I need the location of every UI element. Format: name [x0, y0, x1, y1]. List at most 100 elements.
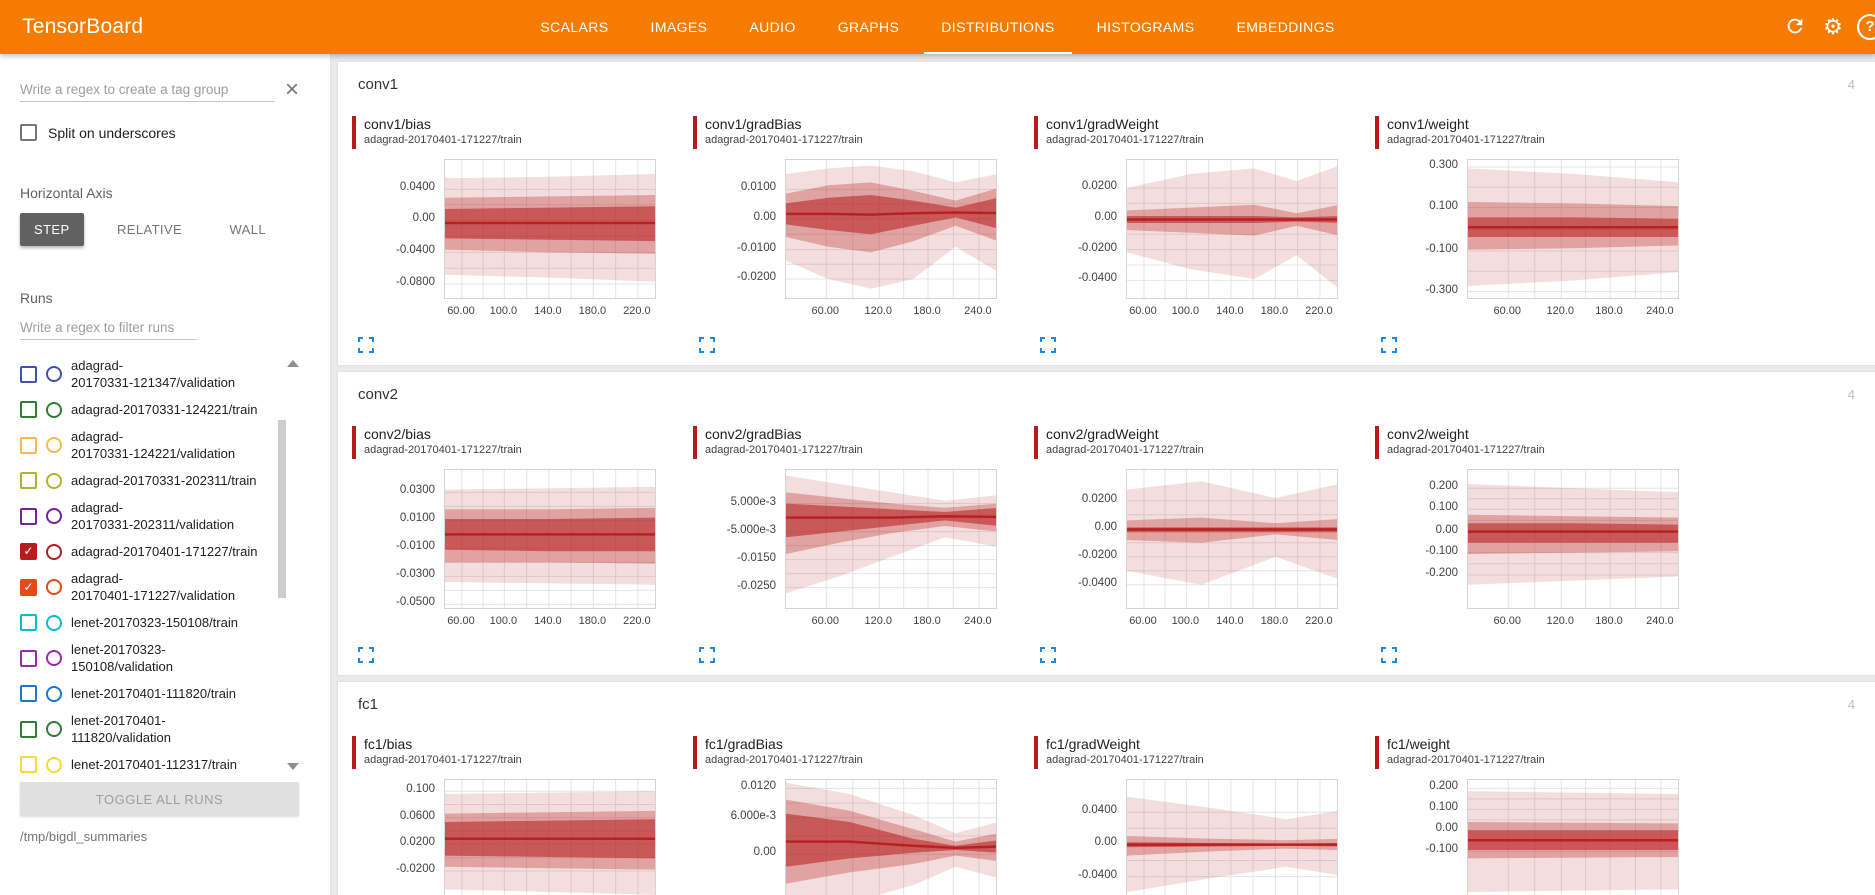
expand-icon[interactable] — [358, 337, 376, 355]
tab-images[interactable]: IMAGES — [650, 19, 708, 35]
run-checkbox[interactable] — [20, 649, 37, 667]
expand-icon[interactable] — [1040, 647, 1058, 665]
distribution-plot[interactable] — [1467, 469, 1679, 609]
distribution-plot[interactable] — [1126, 159, 1338, 299]
tab-audio[interactable]: AUDIO — [749, 19, 796, 35]
settings-icon[interactable]: ⚙ — [1823, 14, 1843, 39]
run-color-bar — [1375, 116, 1379, 149]
scroll-up-icon[interactable] — [287, 360, 299, 367]
run-checkbox[interactable] — [20, 436, 37, 454]
run-checkbox[interactable] — [20, 756, 37, 773]
runs-filter-input[interactable] — [20, 316, 197, 340]
distribution-plot[interactable] — [785, 779, 997, 895]
distribution-plot[interactable] — [785, 469, 997, 609]
chart-title: fc1/weight — [1387, 736, 1451, 752]
run-radio[interactable] — [46, 366, 62, 382]
expand-icon[interactable] — [358, 647, 376, 665]
run-radio[interactable] — [46, 543, 62, 560]
runs-list: adagrad- 20170331-121347/validation adagra… — [20, 352, 299, 776]
run-radio[interactable] — [46, 508, 62, 524]
run-radio[interactable] — [46, 437, 62, 453]
tab-embeddings[interactable]: EMBEDDINGS — [1236, 19, 1335, 35]
expand-icon[interactable] — [1040, 337, 1058, 355]
run-item[interactable]: adagrad-20170331-124221/train — [20, 396, 299, 423]
run-radio[interactable] — [46, 650, 62, 666]
run-item[interactable]: adagrad-20170331-202311/train — [20, 467, 299, 494]
run-checkbox[interactable]: ✓ — [20, 543, 37, 560]
distribution-plot[interactable] — [785, 159, 997, 299]
chart-title: conv1/gradWeight — [1046, 116, 1159, 132]
run-item[interactable]: lenet-20170401-112317/train — [20, 751, 299, 776]
chart-card: fc1/gradWeight adagrad-20170401-171227/tr… — [1034, 736, 1375, 895]
expand-icon[interactable] — [699, 337, 717, 355]
y-axis-tick: -0.0300 — [395, 568, 435, 581]
refresh-icon[interactable] — [1783, 15, 1807, 39]
run-item[interactable]: lenet-20170323-150108/validation — [20, 636, 299, 680]
run-radio[interactable] — [46, 614, 62, 631]
split-underscores-checkbox[interactable] — [20, 124, 37, 141]
toggle-all-runs-button[interactable]: TOGGLE ALL RUNS — [20, 782, 299, 816]
distribution-plot[interactable] — [444, 779, 656, 895]
x-axis-tick: 120.0 — [864, 305, 893, 317]
tab-distributions[interactable]: DISTRIBUTIONS — [920, 0, 1075, 54]
run-item[interactable]: lenet-20170401-111820/train — [20, 680, 299, 707]
plot-area: 0.04000.00-0.040060.00100.0140.0180.0220… — [1034, 779, 1375, 895]
y-axis-tick: -0.100 — [1425, 243, 1458, 255]
section-conv1: conv1 4 conv1/bias adagrad-20170401-171227/… — [337, 61, 1875, 366]
run-radio[interactable] — [46, 579, 62, 595]
y-axis-tick: -0.0100 — [395, 540, 435, 553]
run-item[interactable]: adagrad- 20170331-124221/validation — [20, 423, 299, 467]
section-header[interactable]: conv1 4 — [338, 62, 1875, 106]
chart-card: conv1/gradWeight adagrad-20170401-171227/… — [1034, 116, 1375, 355]
scroll-down-icon[interactable] — [287, 763, 299, 770]
run-checkbox[interactable]: ✓ — [20, 578, 37, 596]
run-radio[interactable] — [46, 721, 62, 737]
axis-button-step[interactable]: STEP — [20, 213, 84, 246]
y-axis-tick: 0.0200 — [1081, 492, 1117, 505]
distribution-plot[interactable] — [444, 159, 656, 299]
expand-icon[interactable] — [1381, 647, 1399, 665]
section-header[interactable]: conv2 4 — [338, 372, 1875, 416]
expand-icon[interactable] — [1381, 337, 1399, 355]
distribution-plot[interactable] — [1467, 159, 1679, 299]
tab-histograms[interactable]: HISTOGRAMS — [1096, 19, 1195, 35]
run-checkbox[interactable] — [20, 614, 37, 631]
tag-group-regex-input[interactable] — [20, 78, 275, 102]
run-radio[interactable] — [46, 401, 62, 418]
axis-button-wall[interactable]: WALL — [215, 213, 280, 246]
distribution-plot[interactable] — [1126, 469, 1338, 609]
run-checkbox[interactable] — [20, 472, 37, 489]
run-checkbox[interactable] — [20, 720, 37, 738]
run-checkbox[interactable] — [20, 685, 37, 702]
x-axis-tick: 180.0 — [1595, 305, 1623, 317]
close-icon[interactable]: × — [284, 76, 299, 103]
split-underscores-row[interactable]: Split on underscores — [20, 124, 299, 141]
run-item[interactable]: lenet-20170401-111820/validation — [20, 707, 299, 751]
run-checkbox[interactable] — [20, 507, 37, 525]
help-icon[interactable]: ? — [1857, 14, 1875, 40]
runs-scrollbar-thumb[interactable] — [278, 420, 286, 598]
run-checkbox[interactable] — [20, 365, 37, 383]
run-radio[interactable] — [46, 472, 62, 489]
y-axis-tick: -0.0400 — [395, 244, 435, 257]
run-item[interactable]: ✓ adagrad-20170401-171227/train — [20, 538, 299, 565]
run-item[interactable]: lenet-20170323-150108/train — [20, 609, 299, 636]
run-radio[interactable] — [46, 685, 62, 702]
expand-icon[interactable] — [699, 647, 717, 665]
run-item[interactable]: ✓ adagrad- 20170401-171227/validation — [20, 565, 299, 609]
axis-button-relative[interactable]: RELATIVE — [103, 213, 196, 246]
run-item[interactable]: adagrad- 20170331-202311/validation — [20, 494, 299, 538]
x-axis-tick: 100.0 — [1171, 305, 1200, 317]
chart-run-label: adagrad-20170401-171227/train — [705, 754, 863, 766]
distribution-plot[interactable] — [444, 469, 656, 609]
tab-scalars[interactable]: SCALARS — [540, 19, 609, 35]
run-checkbox[interactable] — [20, 401, 37, 418]
run-item[interactable]: adagrad- 20170331-121347/validation — [20, 352, 299, 396]
distribution-plot[interactable] — [1126, 779, 1338, 895]
x-axis-tick: 60.00 — [1493, 615, 1522, 627]
distribution-plot[interactable] — [1467, 779, 1679, 895]
run-radio[interactable] — [46, 756, 62, 773]
tab-graphs[interactable]: GRAPHS — [837, 19, 900, 35]
x-axis-tick: 220.0 — [623, 615, 651, 627]
section-header[interactable]: fc1 4 — [338, 682, 1875, 726]
